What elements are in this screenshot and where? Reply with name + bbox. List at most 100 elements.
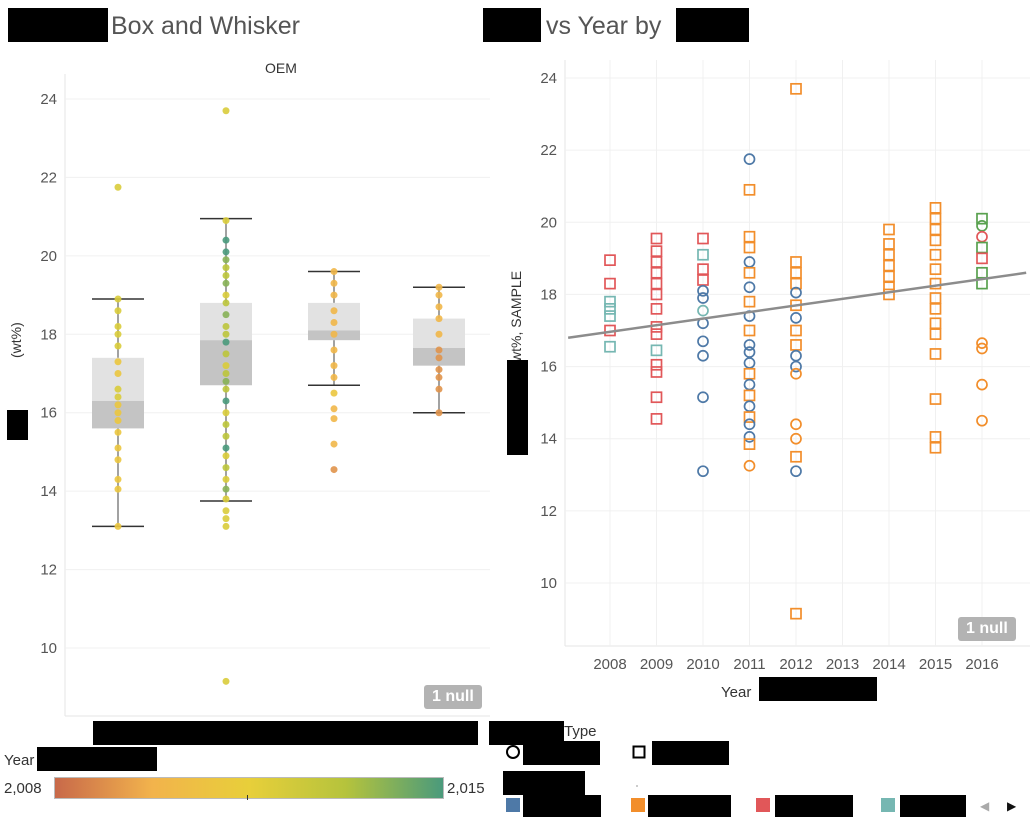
scatter-square-point — [929, 393, 942, 405]
right-y-axis-label: wt%, SAMPLE — [508, 270, 524, 362]
scatter-circle-point — [743, 431, 756, 443]
box-data-point — [330, 362, 338, 370]
scatter-y-axis: 10 12 14 16 18 20 22 24 — [540, 70, 557, 592]
box-data-point — [330, 319, 338, 327]
color-swatch-2[interactable] — [631, 798, 645, 812]
scatter-square-point — [650, 328, 663, 340]
box-data-point — [435, 409, 443, 417]
box-data-point — [435, 303, 443, 311]
box-data-point — [435, 315, 443, 323]
redacted-block — [652, 741, 729, 765]
box-data-point — [330, 346, 338, 354]
scatter-circle-point — [697, 284, 709, 297]
scatter-circle-point — [976, 378, 988, 391]
box-data-point — [222, 397, 230, 405]
box-data-point — [330, 466, 338, 474]
box-data-point — [222, 236, 230, 244]
scatter-square-point — [929, 248, 942, 261]
box-data-point — [222, 311, 230, 319]
box-data-point — [222, 362, 230, 370]
box-data-point — [222, 515, 230, 523]
redacted-block — [8, 8, 108, 42]
box-data-point — [222, 420, 230, 428]
box-data-point — [330, 268, 338, 276]
scatter-square-point — [790, 607, 802, 620]
box-data-point — [222, 522, 230, 530]
scatter-square-point — [929, 263, 942, 276]
color-swatch-1[interactable] — [506, 798, 520, 812]
box-data-point — [114, 183, 122, 191]
box-data-point — [222, 291, 230, 299]
color-legend-gradient[interactable] — [54, 777, 444, 799]
scatter-square-point — [604, 340, 616, 353]
box-data-point — [222, 507, 230, 515]
scatter-circle-point — [790, 418, 802, 431]
scatter-y-tick-label: 16 — [540, 359, 557, 376]
box-whisker-chart: OEM 10 12 14 16 18 20 22 24 — [40, 60, 490, 717]
circle-icon[interactable] — [505, 744, 521, 760]
scatter-square-point — [929, 277, 942, 290]
box-data-point — [222, 338, 230, 346]
color-swatch-3[interactable] — [756, 798, 770, 812]
scatter-x-tick-label: 2015 — [919, 656, 952, 673]
legend-next-button[interactable]: ▶ — [1007, 799, 1017, 813]
box-data-point — [114, 393, 122, 401]
box-data-point — [222, 370, 230, 377]
box-points — [114, 107, 443, 685]
box-data-point — [435, 291, 443, 299]
scatter-square-point — [650, 232, 663, 245]
scatter-square-point — [650, 366, 663, 378]
scatter-square-point — [604, 303, 616, 315]
box-data-point — [222, 475, 230, 483]
scatter-square-point — [743, 241, 756, 254]
box-data-point — [222, 377, 230, 385]
box-data-point — [222, 279, 230, 287]
scatter-x-tick-label: 2014 — [872, 656, 905, 673]
scatter-y-tick-label: 20 — [540, 214, 557, 231]
scatter-circle-point — [697, 304, 709, 317]
box-data-point — [222, 322, 230, 330]
scatter-circle-point — [976, 337, 988, 349]
scatter-square-point — [883, 288, 895, 301]
box-data-point — [222, 464, 230, 472]
box-data-point — [330, 405, 338, 413]
box-y-axis: 10 12 14 16 18 20 22 24 — [40, 91, 57, 657]
left-null-badge[interactable]: 1 null — [424, 685, 482, 709]
box-data-point — [222, 444, 230, 452]
box-data-point — [435, 283, 443, 291]
box-y-tick-label: 12 — [40, 562, 57, 579]
box-data-point — [222, 256, 230, 264]
box-data-point — [114, 307, 122, 315]
shape-legend-title: Type — [564, 723, 597, 740]
square-icon[interactable] — [632, 745, 646, 759]
scatter-x-tick-label: 2010 — [686, 656, 719, 673]
scatter-circle-point — [790, 286, 802, 299]
box-data-point — [222, 409, 230, 417]
box-upper-half — [308, 302, 360, 331]
redacted-block — [648, 795, 731, 817]
box-data-point — [222, 330, 230, 338]
scatter-square-point — [604, 277, 616, 290]
box-data-point — [114, 295, 122, 303]
redacted-block — [523, 795, 601, 817]
box-data-point — [222, 299, 230, 307]
scatter-x-tick-label: 2012 — [779, 656, 812, 673]
color-swatch-4[interactable] — [881, 798, 895, 812]
redacted-block — [507, 360, 528, 455]
scatter-square-point — [743, 411, 756, 423]
box-data-point — [114, 417, 122, 425]
box-data-point — [222, 264, 230, 272]
scatter-square-point — [697, 232, 709, 245]
scatter-circle-point — [743, 153, 756, 166]
box-data-point — [114, 428, 122, 436]
box-data-point — [330, 279, 338, 287]
legend-prev-button[interactable]: ◀ — [980, 799, 990, 813]
scatter-square-point — [650, 344, 663, 357]
box-data-point — [330, 415, 338, 423]
scatter-square-point — [743, 324, 756, 337]
box-data-point — [222, 432, 230, 440]
right-null-badge[interactable]: 1 null — [958, 617, 1016, 641]
box-data-point — [435, 385, 443, 393]
box-boxes — [92, 217, 465, 528]
color-legend-max: 2,015 — [447, 780, 485, 797]
